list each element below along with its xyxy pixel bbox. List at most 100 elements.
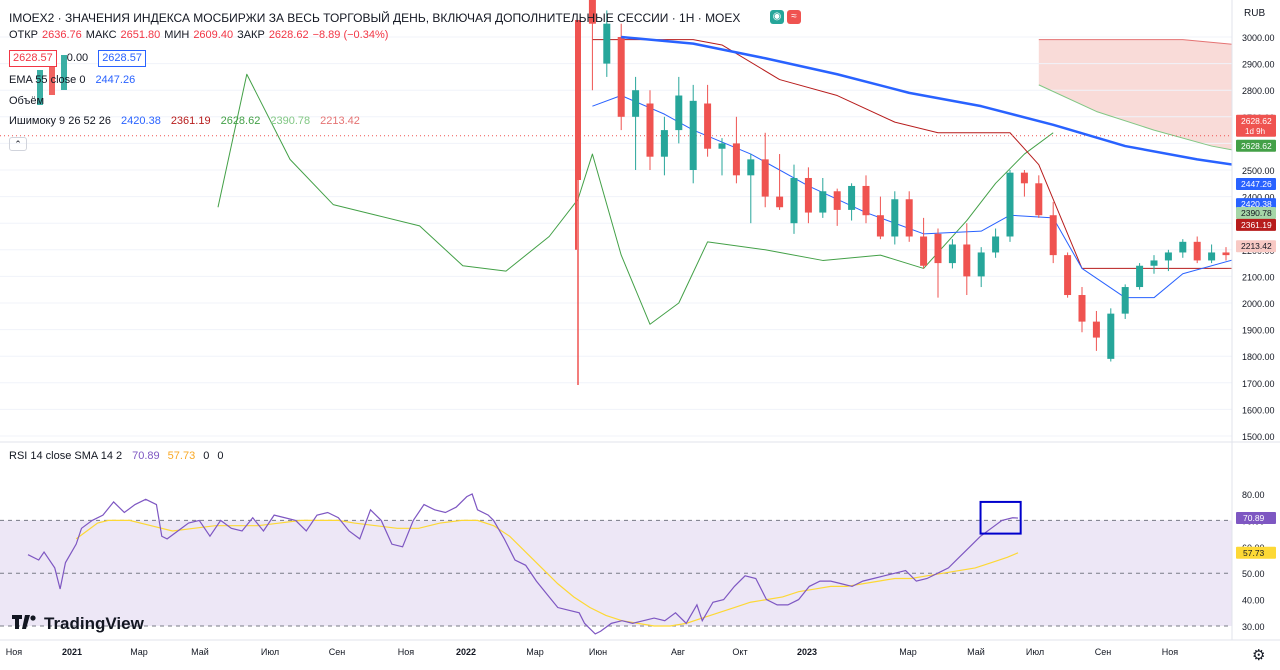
candle-body xyxy=(819,191,827,213)
time-tick-label: Сен xyxy=(1095,647,1112,657)
candle-body xyxy=(1121,287,1129,314)
price-label-text-span_b: 2213.42 xyxy=(1241,241,1272,251)
price-label-chikou xyxy=(1236,139,1276,152)
candle-body xyxy=(646,103,654,157)
rsi-value-label-text: 70.89 xyxy=(1243,513,1265,523)
price-label-text-chikou: 2628.62 xyxy=(1241,141,1272,151)
candle-body xyxy=(689,100,697,170)
price-label-text-ema: 2447.26 xyxy=(1241,179,1272,189)
sell-button[interactable]: 2628.57 xyxy=(9,50,57,67)
ohlc-row: ОТКР 2636.76 МАКС 2651.80 МИН 2609.40 ЗАКР 2… xyxy=(9,30,388,41)
currency-label[interactable]: RUB xyxy=(1244,8,1266,19)
rsi-tick-label: 80.00 xyxy=(1242,490,1265,500)
candle-body xyxy=(833,191,841,210)
ichimoku-row[interactable]: Ишимоку 9 26 52 26 2420.38 2361.19 2628.… xyxy=(9,116,360,127)
rsi-extra-1: 0 xyxy=(203,450,210,462)
rsi-value: 70.89 xyxy=(132,450,160,462)
ema-value: 2447.26 xyxy=(95,74,136,86)
candle-body xyxy=(948,244,956,264)
spread-value: 0.00 xyxy=(66,52,89,64)
price-label-ema xyxy=(1236,178,1276,191)
candle-body xyxy=(876,215,884,237)
price-label-text-current: 2628.62 xyxy=(1241,116,1272,126)
chevron-up-icon[interactable]: ⌃ xyxy=(9,137,27,151)
time-tick-label: 2021 xyxy=(62,647,82,657)
rsi-extra-2: 0 xyxy=(217,450,224,462)
rsi-value-label-text: 57.73 xyxy=(1243,548,1265,558)
high-value: 2651.80 xyxy=(120,29,161,41)
price-tick-label: 2900.00 xyxy=(1242,60,1275,70)
settings-gear-icon[interactable]: ⚙ xyxy=(1252,647,1266,664)
candle-body xyxy=(977,252,985,277)
candle-body xyxy=(992,236,1000,253)
time-tick-label: Июл xyxy=(1026,647,1044,657)
tradingview-logo[interactable]: TradingView xyxy=(12,614,144,634)
time-tick-label: Ноя xyxy=(6,647,23,657)
candle-body xyxy=(675,95,683,131)
price-tick-label: 1500.00 xyxy=(1242,432,1275,442)
candle-body xyxy=(704,103,712,149)
time-tick-label: Июл xyxy=(261,647,279,657)
early-candle xyxy=(61,55,67,90)
price-tick-label: 2400.00 xyxy=(1242,193,1275,203)
ema-row[interactable]: EMA 55 close 0 2447.26 xyxy=(9,75,135,86)
open-label: ОТКР xyxy=(9,29,39,41)
price-tick-label: 1900.00 xyxy=(1242,326,1275,336)
candle-body xyxy=(1150,260,1158,266)
indicator-badges[interactable]: ◉ ≈ xyxy=(770,10,801,24)
candle-body xyxy=(790,177,798,224)
candle-body xyxy=(963,244,971,277)
price-label-span_b xyxy=(1236,240,1276,253)
time-tick-label: 2022 xyxy=(456,647,476,657)
candle-body xyxy=(1179,241,1187,253)
candle-body xyxy=(1193,241,1201,261)
ichimoku-span-b-value: 2213.42 xyxy=(320,115,360,127)
price-tick-label: 2100.00 xyxy=(1242,272,1275,282)
candle-body xyxy=(862,185,870,216)
candle-body xyxy=(776,196,784,208)
candle-body xyxy=(804,177,812,213)
price-tick-label: 3000.00 xyxy=(1242,33,1275,43)
price-label-text-kijun: 2361.19 xyxy=(1241,220,1272,230)
price-pane xyxy=(0,0,1273,437)
change-value: −8.89 (−0.34%) xyxy=(312,29,389,41)
candle-body xyxy=(603,23,611,64)
spike-candle-body xyxy=(575,20,581,180)
ema-55-line xyxy=(621,35,1232,166)
time-tick-label: Окт xyxy=(732,647,747,657)
symbol-title[interactable]: IMOEX2 · ЗНАЧЕНИЯ ИНДЕКСА МОСБИРЖИ ЗА ВЕ… xyxy=(9,11,741,25)
candle-body xyxy=(1035,183,1043,216)
candle-body xyxy=(1266,260,1273,268)
candle-body xyxy=(920,236,928,266)
candle-body xyxy=(891,199,899,237)
candle-body xyxy=(718,143,726,149)
close-value: 2628.62 xyxy=(268,29,309,41)
candle-body xyxy=(660,130,668,157)
approx-icon[interactable]: ≈ xyxy=(787,10,801,24)
candle-body xyxy=(1164,252,1172,261)
low-label: МИН xyxy=(164,29,190,41)
low-value: 2609.40 xyxy=(193,29,234,41)
price-tick-label: 2500.00 xyxy=(1242,166,1275,176)
price-label-text-span_a: 2390.78 xyxy=(1241,208,1272,218)
price-tick-label: 1600.00 xyxy=(1242,405,1275,415)
volume-row[interactable]: Объём xyxy=(9,96,44,107)
candle-body xyxy=(1049,215,1057,256)
ichimoku-tenkan-value: 2420.38 xyxy=(121,115,161,127)
rsi-legend-row[interactable]: RSI 14 close SMA 14 2 70.89 57.73 0 0 xyxy=(9,451,223,462)
rsi-tick-label: 40.00 xyxy=(1242,596,1265,606)
collapse-legend[interactable]: ⌃ xyxy=(9,137,27,151)
rsi-label: RSI 14 close SMA 14 2 xyxy=(9,450,123,462)
price-label-current xyxy=(1236,114,1276,137)
fair-value-icon[interactable]: ◉ xyxy=(770,10,784,24)
time-tick-label: Ноя xyxy=(398,647,415,657)
candle-body xyxy=(588,0,596,24)
volume-label: Объём xyxy=(9,95,45,107)
buy-button[interactable]: 2628.57 xyxy=(98,50,146,67)
time-tick-label: 2023 xyxy=(797,647,817,657)
open-value: 2636.76 xyxy=(42,29,82,41)
candle-body xyxy=(1092,321,1100,338)
price-tick-label: 1700.00 xyxy=(1242,379,1275,389)
trade-row: 2628.57 0.00 2628.57 xyxy=(9,50,146,67)
